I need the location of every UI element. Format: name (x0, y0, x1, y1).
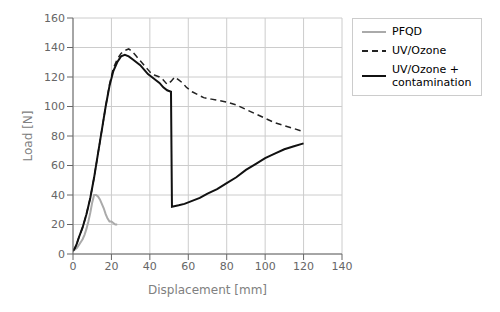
svg-text:20: 20 (104, 260, 118, 273)
svg-text:120: 120 (293, 260, 314, 273)
svg-text:Load [N]: Load [N] (21, 111, 35, 162)
svg-text:0: 0 (58, 248, 65, 261)
svg-text:120: 120 (44, 71, 65, 84)
html-text:UV/Ozone +: UV/Ozone + (392, 63, 459, 76)
svg-text:Displacement [mm]: Displacement [mm] (148, 283, 267, 297)
svg-text:140: 140 (44, 41, 65, 54)
svg-text:160: 160 (44, 12, 65, 25)
svg-text:80: 80 (220, 260, 234, 273)
svg-text:80: 80 (51, 130, 65, 143)
html-text:PFQD: PFQD (392, 25, 423, 38)
svg-text:0: 0 (70, 260, 77, 273)
html-text:UV/Ozone: UV/Ozone (392, 44, 447, 57)
svg-text:60: 60 (51, 159, 65, 172)
html-text:contamination: contamination (392, 76, 472, 89)
svg-text:40: 40 (51, 189, 65, 202)
svg-text:100: 100 (44, 100, 65, 113)
svg-text:40: 40 (143, 260, 157, 273)
svg-text:60: 60 (181, 260, 195, 273)
svg-text:140: 140 (332, 260, 353, 273)
svg-text:20: 20 (51, 218, 65, 231)
svg-text:100: 100 (255, 260, 276, 273)
